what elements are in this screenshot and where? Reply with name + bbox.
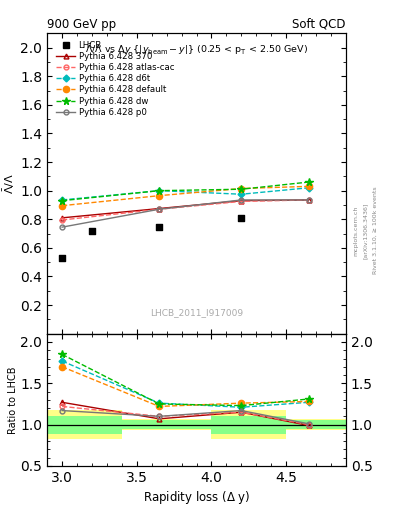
X-axis label: Rapidity loss ($\Delta$ y): Rapidity loss ($\Delta$ y) xyxy=(143,489,250,506)
Point xyxy=(238,214,244,222)
Point xyxy=(59,254,65,262)
Legend: LHCB, Pythia 6.428 370, Pythia 6.428 atlas-cac, Pythia 6.428 d6t, Pythia 6.428 d: LHCB, Pythia 6.428 370, Pythia 6.428 atl… xyxy=(55,39,176,118)
Text: Rivet 3.1.10, ≥ 100k events: Rivet 3.1.10, ≥ 100k events xyxy=(373,186,378,274)
Text: 900 GeV pp: 900 GeV pp xyxy=(47,18,116,31)
Point xyxy=(156,223,162,231)
Y-axis label: $\bar{\Lambda}/\Lambda$: $\bar{\Lambda}/\Lambda$ xyxy=(2,173,17,194)
Point xyxy=(89,227,95,235)
Text: LHCB_2011_I917009: LHCB_2011_I917009 xyxy=(150,308,243,317)
Text: Soft QCD: Soft QCD xyxy=(292,18,346,31)
Text: mcplots.cern.ch: mcplots.cern.ch xyxy=(353,205,358,255)
Text: [arXiv:1306.3436]: [arXiv:1306.3436] xyxy=(363,202,368,259)
Text: $\bar{\Lambda}/\Lambda$ vs $\Delta y$ {$|y_{\mathrm{beam}}-y|$} (0.25 < p$_{\mat: $\bar{\Lambda}/\Lambda$ vs $\Delta y$ {$… xyxy=(85,42,308,57)
Y-axis label: Ratio to LHCB: Ratio to LHCB xyxy=(7,366,18,434)
